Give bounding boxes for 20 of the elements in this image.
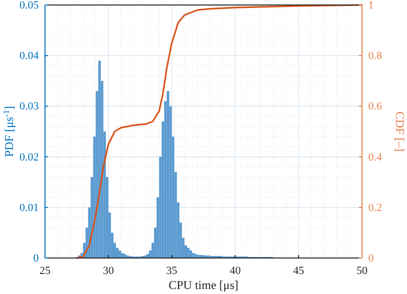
y2-tick-label: 0.4: [368, 151, 383, 164]
y2-tick-label: 0: [368, 252, 374, 265]
x-tick-label: 25: [40, 265, 51, 278]
x-tick-label: 35: [166, 265, 178, 278]
y-tick-label: 0.05: [19, 0, 40, 12]
y-tick-label: 0.01: [19, 202, 39, 214]
x-tick-label: 30: [102, 265, 114, 278]
y2-tick-label: 0.8: [368, 50, 383, 62]
y2-axis-title: CDF [–]: [393, 111, 407, 152]
y-tick-label: 0: [33, 252, 40, 265]
y-tick-label: 0.02: [19, 151, 39, 164]
y2-tick-label: 1: [368, 0, 374, 12]
x-axis-title: CPU time [μs]: [168, 278, 238, 292]
y2-tick-label: 0.2: [368, 202, 382, 214]
y-tick-label: 0.03: [19, 100, 40, 113]
x-tick-label: 50: [356, 265, 368, 278]
y2-tick-label: 0.6: [368, 100, 383, 113]
y-tick-label: 0.04: [19, 50, 40, 62]
x-tick-label: 45: [293, 265, 305, 278]
x-tick-label: 40: [230, 265, 242, 278]
